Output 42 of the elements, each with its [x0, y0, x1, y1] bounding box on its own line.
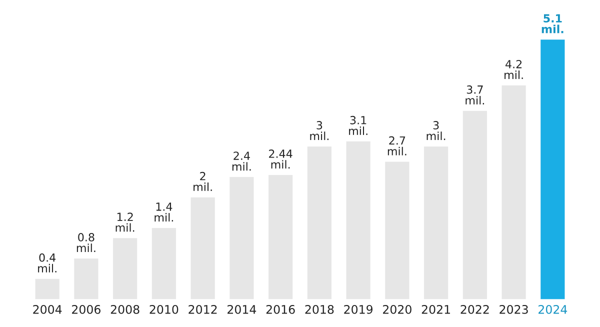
x-tick-label: 2023 — [500, 304, 528, 314]
x-tick-label: 2019 — [344, 304, 372, 314]
data-label: 3.7 mil. — [466, 85, 484, 104]
bar — [502, 85, 526, 300]
bar — [190, 197, 215, 300]
bar — [385, 162, 410, 300]
x-tick-label: 2020 — [383, 304, 412, 314]
data-label: 3.1 mil. — [349, 116, 368, 135]
x-tick-label: 2024 — [538, 304, 568, 314]
data-label: 2.7 mil. — [388, 136, 406, 156]
bar — [74, 258, 98, 300]
x-tick-label: 2006 — [72, 304, 100, 314]
bar — [35, 278, 60, 300]
data-label: 0.8 mil. — [76, 233, 96, 252]
x-tick-label: 2021 — [422, 304, 450, 314]
data-label: 0.4 mil. — [38, 253, 56, 272]
bar — [268, 175, 293, 300]
bar — [152, 228, 176, 300]
data-label: 3 mil. — [426, 121, 446, 140]
data-label: 1.4 mil. — [154, 202, 174, 222]
x-tick-label: 2014 — [228, 304, 256, 314]
data-label: 2.44 mil. — [269, 150, 292, 169]
data-label: 2.4 mil. — [232, 152, 251, 171]
bar — [113, 238, 138, 300]
bar — [346, 141, 370, 300]
x-tick-label: 2018 — [305, 304, 334, 314]
data-label: 4.2 mil. — [504, 60, 523, 79]
bar — [462, 110, 487, 300]
x-tick-label: 2010 — [150, 304, 178, 314]
data-label: 3 mil. — [310, 121, 329, 140]
x-tick-label: 2022 — [460, 304, 489, 314]
data-label: 2 mil. — [194, 172, 212, 191]
bar — [230, 177, 254, 300]
data-label: 5.1 mil. — [542, 14, 564, 34]
x-tick-label: 2012 — [188, 304, 217, 314]
bar — [540, 40, 565, 300]
bar — [307, 146, 332, 300]
x-tick-label: 2016 — [266, 304, 295, 314]
x-tick-label: 2008 — [110, 304, 140, 314]
x-tick-label: 2004 — [33, 304, 62, 314]
data-label: 1.2 mil. — [116, 212, 134, 232]
bar — [424, 146, 448, 300]
